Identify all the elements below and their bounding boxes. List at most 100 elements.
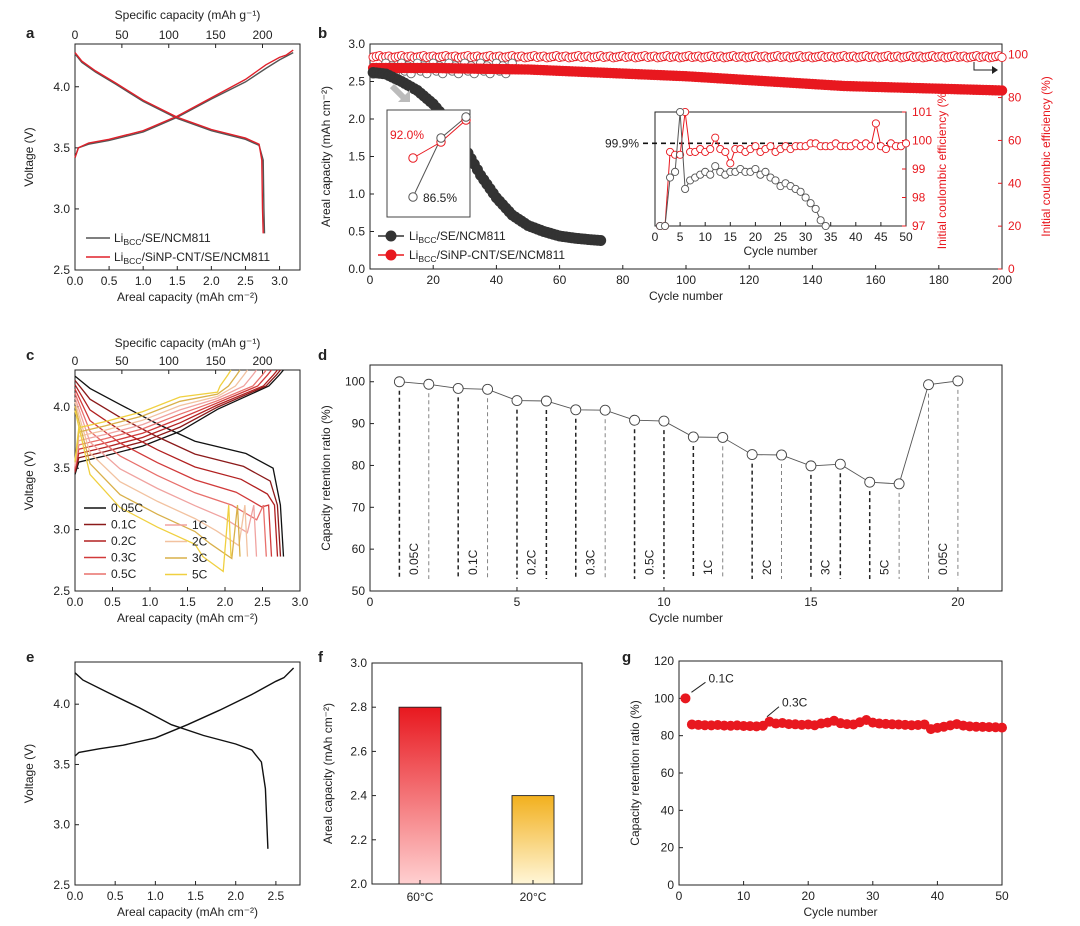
x-tick-label: 0 (652, 230, 659, 244)
discharge-curve-5C (74, 410, 232, 573)
y-tick-label: 2.5 (348, 75, 365, 89)
x-tick-label: 100 (676, 273, 696, 287)
plot-frame (74, 661, 301, 886)
x-tick-label: 2.5 (237, 274, 254, 288)
x-tick-label: 10 (737, 889, 751, 903)
x-tick-label: 3.0 (292, 595, 309, 609)
ce-inset-gray-point (821, 221, 830, 231)
plot-frame (678, 660, 1003, 886)
y-tick-label: 4.0 (53, 400, 70, 414)
x-tick-label: 5 (514, 595, 521, 609)
x-axis-label: Areal capacity (mAh cm⁻²) (117, 290, 258, 304)
x-tick-label: 5 (677, 230, 684, 244)
y-tick-label: 2.5 (53, 584, 70, 598)
charge-curve-3C (74, 369, 241, 463)
panel-d: 0 5 10 15 20 50 60 70 80 90 100 Cycle number Capacit… (319, 364, 1003, 625)
capacity-point-red (996, 85, 1008, 96)
charge-curve-5C (74, 369, 232, 461)
y2-tick-label: 97 (912, 219, 926, 233)
ce-inset-gray-point (801, 193, 810, 202)
x2-tick-label: 150 (206, 28, 226, 42)
retention-point (452, 382, 464, 394)
x-tick-label: 35 (824, 230, 838, 244)
y-tick-label: 3.0 (350, 656, 367, 670)
x-tick-label: 2.0 (227, 889, 244, 903)
discharge-curve-0.05C (74, 375, 285, 557)
charge-curve-2C (74, 369, 249, 465)
retention-point (680, 693, 691, 704)
legend-entry: 0.05C (111, 501, 143, 515)
y-axis-label: Areal capacity (mAh cm⁻²) (321, 703, 335, 844)
panel-c: 0.0 0.5 1.0 1.5 2.0 2.5 3.0 0 50 100 150 200 2.5 3.0 3… (22, 336, 309, 625)
y2-tick-label: 0 (1008, 262, 1015, 276)
x-tick-label: 1.5 (179, 595, 196, 609)
x-tick-label: 40 (849, 230, 863, 244)
rate-label: 0.2C (525, 549, 539, 575)
legend-entry: 0.2C (111, 534, 137, 548)
x-tick-label: 0 (676, 889, 683, 903)
retention-point (834, 458, 846, 470)
zoom-gray-point (461, 112, 471, 122)
y-axis-label: Capacity retention ratio (%) (628, 700, 642, 845)
x-tick-label: 25 (774, 230, 788, 244)
panel-a: 0.0 0.5 1.0 1.5 2.0 2.5 3.0 0 50 100 150 200 2.5 3.0 3… (22, 8, 301, 304)
retention-point (482, 383, 494, 395)
ce-99.9-label: 99.9% (605, 136, 639, 150)
retention-point (717, 431, 729, 443)
rate-label: 0.5C (642, 549, 656, 575)
x-tick-label: 140 (802, 273, 822, 287)
panel-letter-c: c (26, 347, 34, 364)
x2-tick-label: 0 (72, 28, 79, 42)
y-tick-label: 120 (654, 654, 674, 668)
retention-point (864, 476, 876, 488)
x-tick-label: 1.0 (135, 274, 152, 288)
charge-curve-1C (74, 369, 258, 466)
x2-axis-label: Specific capacity (mAh g⁻¹) (115, 336, 261, 350)
retention-point (997, 722, 1007, 733)
y-axis-label: Areal capacity (mAh cm⁻²) (319, 86, 333, 227)
panel-letter-d: d (318, 347, 327, 364)
y2-tick-label: 101 (912, 105, 932, 119)
annotation-arrow (766, 706, 780, 718)
y2-tick-label: 80 (1008, 91, 1022, 105)
legend-entry: LiBCC/SiNP-CNT/SE/NCM811 (114, 250, 270, 266)
x-tick-label: 0.0 (67, 595, 84, 609)
ce-inset-gray-point (666, 173, 675, 182)
x-axis-label: Cycle number (803, 905, 877, 919)
y-axis-label: Capacity retention ratio (%) (319, 405, 333, 550)
y-tick-label: 1.5 (348, 150, 365, 164)
discharge-curve-0.1C (74, 379, 282, 557)
x-tick-label: 1.5 (187, 889, 204, 903)
panel-e: 0.0 0.5 1.0 1.5 2.0 2.5 2.5 3.0 3.5 4.0 Areal capa… (22, 661, 301, 919)
ce-point (997, 52, 1007, 63)
charge-curve-0.3C (74, 369, 273, 470)
y-axis-label: Voltage (V) (22, 127, 36, 186)
zoom-arrow-head (398, 90, 410, 102)
annotation-arrow (691, 681, 706, 693)
y-tick-label: 3.0 (348, 37, 365, 51)
y-tick-label: 2.0 (350, 877, 367, 891)
x-tick-label: 200 (992, 273, 1012, 287)
x-axis-label: Areal capacity (mAh cm⁻²) (117, 905, 258, 919)
y2-tick-label: 20 (1008, 219, 1022, 233)
discharge-curve-0.5C (74, 393, 267, 557)
charge-curve-0.05C (74, 369, 284, 475)
x-tick-label: 10 (657, 595, 671, 609)
panel-letter-e: e (26, 649, 34, 666)
rate-label: 0.05C (407, 543, 421, 575)
ce-inset-ylabel: Initial coulombic efficiency (%) (935, 89, 949, 250)
legend-entry: LiBCC/SE/NCM811 (409, 229, 506, 245)
x-tick-label: 0.0 (67, 274, 84, 288)
y-tick-label: 3.0 (53, 818, 70, 832)
retention-point (629, 414, 641, 426)
retention-point (687, 431, 699, 443)
y-tick-label: 50 (352, 584, 366, 598)
x2-tick-label: 200 (252, 354, 272, 368)
y-tick-label: 20 (661, 841, 675, 855)
y2-tick-label: 99 (912, 162, 926, 176)
x-axis-label: Cycle number (649, 611, 723, 625)
bar-0 (398, 706, 442, 885)
y-tick-label: 0.5 (348, 225, 365, 239)
x-tick-label: 15 (804, 595, 818, 609)
charge-curve (74, 667, 295, 757)
